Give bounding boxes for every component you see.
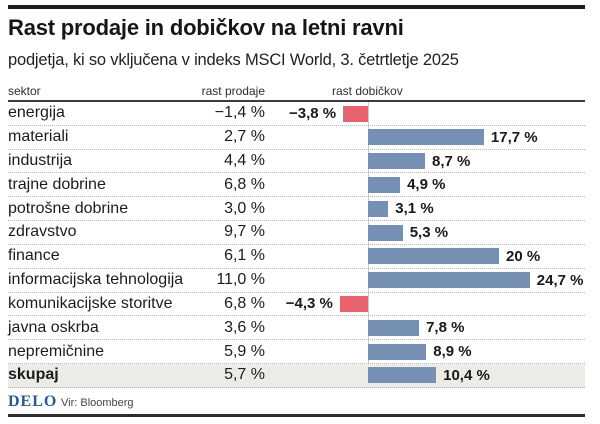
profit-growth-bar bbox=[368, 200, 389, 217]
profit-growth-bar bbox=[368, 367, 437, 384]
table-row: energija −1,4 % −3,8 % bbox=[8, 102, 585, 126]
profit-growth-value: 10,4 % bbox=[443, 366, 490, 384]
sector-label: trajne dobrine bbox=[8, 175, 106, 193]
sector-label: energija bbox=[8, 104, 65, 122]
profit-growth-value: 7,8 % bbox=[426, 319, 465, 337]
footer: DELO Vir: Bloomberg bbox=[8, 392, 585, 410]
top-divider bbox=[8, 5, 585, 9]
sales-growth-value: 3,0 % bbox=[224, 199, 265, 217]
sector-label: zdravstvo bbox=[8, 223, 77, 241]
sales-growth-value: 2,7 % bbox=[224, 128, 265, 146]
profit-growth-value: 4,9 % bbox=[407, 176, 446, 194]
sector-label: skupaj bbox=[8, 366, 59, 384]
column-header-sales: rast prodaje bbox=[201, 84, 265, 98]
sector-label: javna oskrba bbox=[8, 318, 99, 336]
sector-label: industrija bbox=[8, 152, 73, 170]
profit-growth-value: 8,7 % bbox=[431, 152, 471, 170]
sales-growth-value: 4,4 % bbox=[224, 152, 265, 170]
profit-growth-value: 17,7 % bbox=[490, 128, 538, 146]
sales-growth-value: 11,0 % bbox=[216, 271, 265, 289]
sales-growth-value: 6,8 % bbox=[224, 175, 265, 193]
profit-growth-bar bbox=[368, 153, 425, 170]
profit-growth-bar bbox=[368, 343, 427, 360]
table-row: komunikacijske storitve 6,8 % −4,3 % bbox=[8, 293, 585, 317]
profit-growth-value: 24,7 % bbox=[536, 271, 584, 289]
profit-growth-bar bbox=[368, 272, 530, 289]
sales-growth-value: 5,7 % bbox=[224, 366, 265, 384]
profit-growth-value: 5,3 % bbox=[409, 223, 449, 241]
profit-growth-bar bbox=[368, 129, 484, 146]
table-row: materiali 2,7 % 17,7 % bbox=[8, 126, 585, 150]
profit-growth-bar bbox=[343, 105, 368, 122]
profit-growth-value: 3,1 % bbox=[395, 200, 434, 218]
profit-growth-value: 20 % bbox=[506, 247, 541, 265]
table-row: skupaj 5,7 % 10,4 % bbox=[8, 363, 585, 388]
profit-growth-value: −4,3 % bbox=[285, 295, 333, 313]
page-title: Rast prodaje in dobičkov na letni ravni bbox=[8, 15, 404, 40]
sector-label: materiali bbox=[8, 128, 69, 146]
profit-growth-bar bbox=[368, 248, 499, 265]
sector-table: energija −1,4 % −3,8 % materiali 2,7 % 1… bbox=[8, 100, 585, 388]
sector-label: finance bbox=[8, 247, 60, 265]
sector-label: nepremičnine bbox=[8, 342, 105, 360]
table-row: trajne dobrine 6,8 % 4,9 % bbox=[8, 173, 585, 198]
profit-growth-bar bbox=[368, 176, 401, 193]
sales-growth-value: −1,4 % bbox=[214, 104, 265, 122]
bottom-divider bbox=[8, 414, 585, 417]
table-row: finance 6,1 % 20 % bbox=[8, 245, 585, 269]
table-row: informacijska tehnologija 11,0 % 24,7 % bbox=[8, 269, 585, 293]
column-header-sector: sektor bbox=[8, 84, 41, 98]
table-row: zdravstvo 9,7 % 5,3 % bbox=[8, 221, 585, 245]
table-rows: energija −1,4 % −3,8 % materiali 2,7 % 1… bbox=[8, 102, 585, 388]
table-row: industrija 4,4 % 8,7 % bbox=[8, 150, 585, 174]
table-row: javna oskrba 3,6 % 7,8 % bbox=[8, 316, 585, 341]
sales-growth-value: 3,6 % bbox=[224, 318, 265, 336]
sales-growth-value: 6,1 % bbox=[224, 247, 265, 265]
source-credit: Vir: Bloomberg bbox=[61, 397, 134, 409]
sector-label: komunikacijske storitve bbox=[8, 294, 173, 312]
sales-growth-value: 5,9 % bbox=[224, 342, 265, 360]
page-subtitle: podjetja, ki so vključena v indeks MSCI … bbox=[8, 51, 459, 69]
profit-growth-value: −3,8 % bbox=[289, 104, 337, 122]
profit-growth-bar bbox=[368, 319, 420, 336]
column-headers: sektor rast prodaje rast dobičkov bbox=[8, 84, 585, 99]
delo-logo: DELO bbox=[8, 393, 58, 410]
sales-growth-value: 6,8 % bbox=[224, 294, 265, 312]
table-row: potrošne dobrine 3,0 % 3,1 % bbox=[8, 197, 585, 222]
sector-label: potrošne dobrine bbox=[8, 199, 129, 217]
sector-label: informacijska tehnologija bbox=[8, 271, 184, 289]
profit-growth-bar bbox=[368, 224, 403, 241]
profit-growth-bar bbox=[339, 296, 368, 312]
column-header-profit: rast dobičkov bbox=[332, 84, 403, 98]
zero-baseline bbox=[368, 102, 369, 388]
profit-growth-value: 8,9 % bbox=[433, 343, 472, 361]
table-row: nepremičnine 5,9 % 8,9 % bbox=[8, 340, 585, 364]
sales-growth-value: 9,7 % bbox=[224, 223, 265, 241]
